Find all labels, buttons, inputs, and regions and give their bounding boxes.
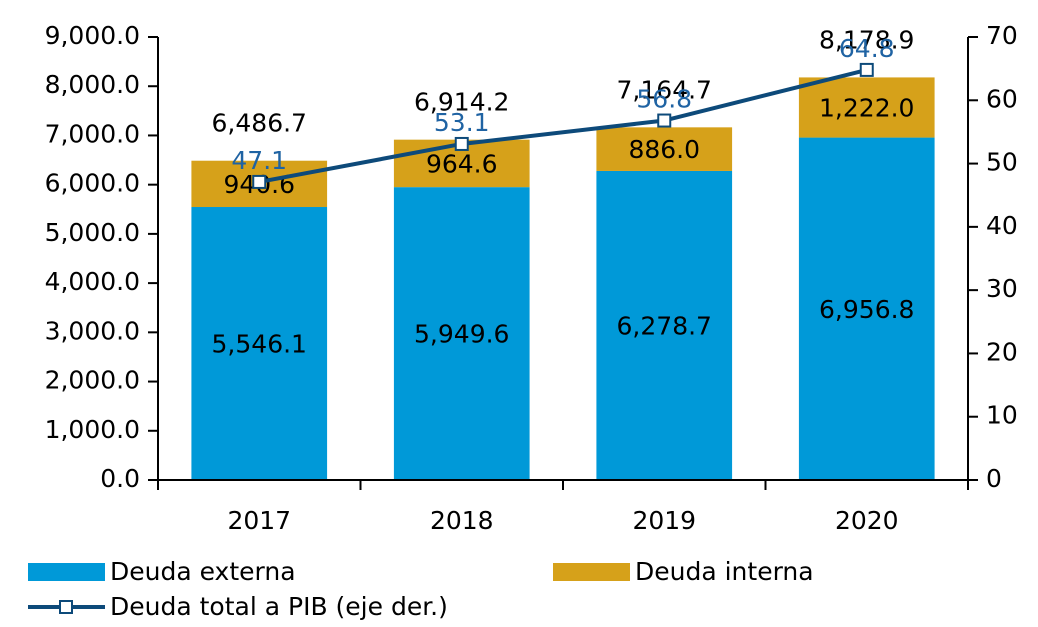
line-marker xyxy=(454,136,469,151)
bar-segment xyxy=(798,137,935,480)
bar-segment xyxy=(191,207,328,480)
y2-tick-label: 0 xyxy=(986,464,1002,493)
bar-value-label: 1,222.0 xyxy=(819,93,914,122)
y2-tick-label: 40 xyxy=(986,211,1018,240)
line-marker xyxy=(657,113,672,128)
line-marker xyxy=(252,174,267,189)
bar-segment xyxy=(596,127,733,171)
y-tick-label: 9,000.0 xyxy=(45,21,140,50)
y2-tick-label: 20 xyxy=(986,337,1018,366)
line xyxy=(258,67,868,184)
y-tick-label: 7,000.0 xyxy=(45,119,140,148)
y-tick-label: 1,000.0 xyxy=(45,415,140,444)
line-value-label: 64.8 xyxy=(839,34,895,63)
y-tick-label: 4,000.0 xyxy=(45,267,140,296)
bar-segment xyxy=(393,187,530,480)
bar-segment xyxy=(798,77,935,138)
bar-value-label: 6,278.7 xyxy=(617,311,712,340)
legend-label: Deuda interna xyxy=(635,557,814,586)
bar-segment xyxy=(596,170,733,481)
x-tick-label: 2017 xyxy=(227,506,291,535)
legend-marker xyxy=(59,600,73,614)
y-tick-label: 2,000.0 xyxy=(45,366,140,395)
y-tick-label: 8,000.0 xyxy=(45,70,140,99)
bar-value-label: 6,956.8 xyxy=(819,295,914,324)
bar-value-label: 886.0 xyxy=(628,135,700,164)
line-marker xyxy=(859,62,874,77)
x-tick-label: 2019 xyxy=(632,506,696,535)
x-tick-label: 2020 xyxy=(835,506,899,535)
legend-swatch xyxy=(28,563,105,581)
line-value-label: 56.8 xyxy=(636,85,692,114)
bar-value-label: 964.6 xyxy=(426,149,498,178)
legend-label: Deuda externa xyxy=(110,557,296,586)
y2-tick-label: 60 xyxy=(986,84,1018,113)
y-tick-label: 6,000.0 xyxy=(45,169,140,198)
line-value-label: 47.1 xyxy=(231,146,287,175)
total-label: 8,178.9 xyxy=(819,25,914,54)
y2-tick-label: 50 xyxy=(986,148,1018,177)
legend-label: Deuda total a PIB (eje der.) xyxy=(110,592,448,621)
y-tick-label: 5,000.0 xyxy=(45,218,140,247)
y2-tick-label: 30 xyxy=(986,274,1018,303)
x-tick-label: 2018 xyxy=(430,506,494,535)
total-label: 6,914.2 xyxy=(414,88,509,117)
y-tick-label: 3,000.0 xyxy=(45,316,140,345)
bar-value-label: 5,949.6 xyxy=(414,320,509,349)
line-value-label: 53.1 xyxy=(434,108,490,137)
y2-tick-label: 10 xyxy=(986,401,1018,430)
total-label: 6,486.7 xyxy=(212,109,307,138)
y-tick-label: 0.0 xyxy=(100,464,140,493)
legend-swatch xyxy=(553,563,630,581)
y2-tick-label: 70 xyxy=(986,21,1018,50)
total-label: 7,164.7 xyxy=(617,75,712,104)
bar-value-label: 5,546.1 xyxy=(212,330,307,359)
